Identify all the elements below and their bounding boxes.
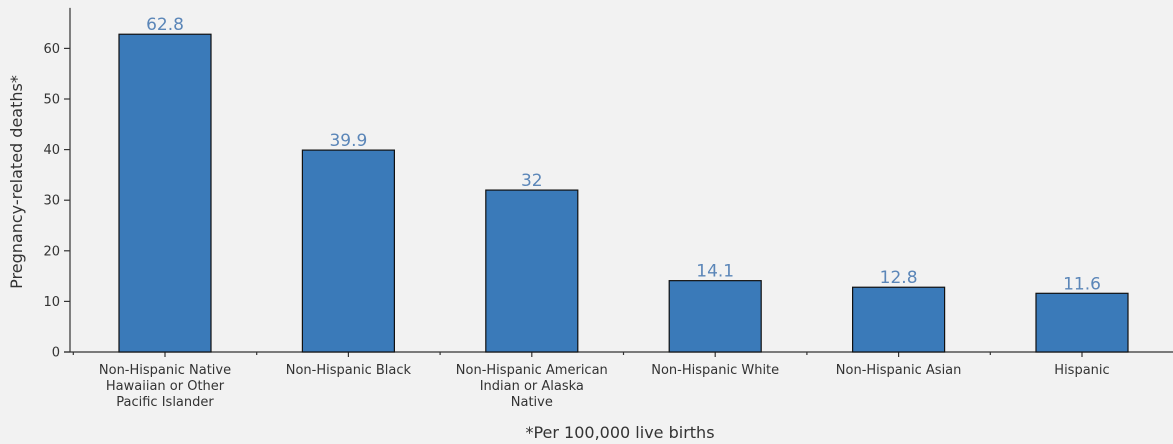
y-tick-label: 60 [43, 42, 60, 57]
x-tick-label: Non-Hispanic Black [286, 363, 412, 378]
x-axis-title: *Per 100,000 live births [525, 423, 714, 442]
data-label: 12.8 [880, 268, 918, 288]
x-tick-label: Non-Hispanic Native Hawaiian or Other Paci… [99, 363, 231, 410]
data-label: 14.1 [696, 262, 734, 282]
bar [1035, 292, 1129, 353]
bar [668, 280, 762, 353]
bar [118, 33, 212, 353]
bar [301, 149, 395, 353]
y-tick-label: 30 [43, 194, 60, 209]
data-label: 62.8 [146, 15, 184, 35]
y-tick-label: 40 [43, 143, 60, 158]
y-tick-label: 10 [43, 295, 60, 310]
x-tick-label: Non-Hispanic Asian [836, 363, 962, 378]
x-tick-label: Non-Hispanic American Indian or Alaska Nat… [456, 363, 608, 410]
y-axis: 0 10 20 30 40 50 60 [43, 7, 71, 361]
y-tick-label: 20 [43, 244, 60, 259]
x-tick-label: Non-Hispanic White [651, 363, 779, 378]
y-tick-label: 0 [52, 346, 60, 361]
bar [851, 286, 946, 353]
y-axis-title: Pregnancy-related deaths* [7, 75, 26, 289]
y-tick-label: 50 [43, 93, 60, 108]
x-tick-label: Hispanic [1054, 363, 1109, 378]
data-label: 11.6 [1063, 274, 1101, 294]
bars-group: 62.8 39.9 32 14.1 12.8 11.6 [118, 15, 1129, 353]
data-label: 39.9 [329, 131, 367, 151]
data-label: 32 [521, 171, 543, 191]
bar [485, 189, 579, 353]
x-axis: Non-Hispanic Native Hawaiian or Other Paci… [64, 351, 1173, 410]
